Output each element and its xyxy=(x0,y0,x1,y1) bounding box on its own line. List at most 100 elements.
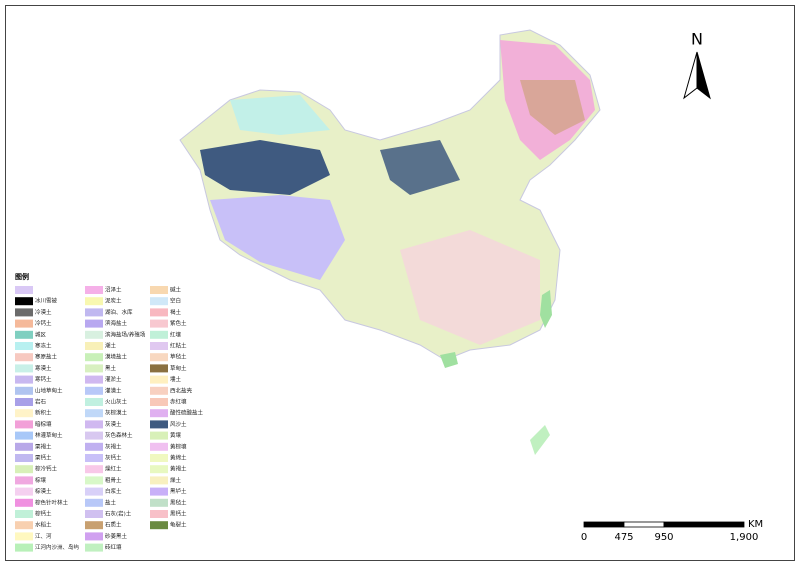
legend-label: 灌漠土 xyxy=(105,386,122,394)
legend-label: 赤红壤 xyxy=(170,398,187,406)
island xyxy=(530,425,550,455)
legend-title: 图例 xyxy=(15,272,29,281)
legend-swatch xyxy=(15,297,33,306)
legend-label: 棕漠土 xyxy=(35,487,52,495)
scale-segment xyxy=(663,521,745,528)
legend-swatch xyxy=(15,476,33,485)
legend-label: 黑钙土 xyxy=(170,510,187,518)
legend-swatch xyxy=(15,364,33,373)
legend-label: 棕色针叶林土 xyxy=(35,498,69,506)
island xyxy=(540,290,552,328)
legend-swatch xyxy=(85,487,103,496)
legend-label: 空白 xyxy=(170,297,181,305)
legend-label: 碱土 xyxy=(170,286,182,294)
legend-label: 新积土 xyxy=(35,409,52,417)
legend-swatch xyxy=(85,465,103,474)
legend-label: 塿土 xyxy=(170,375,182,383)
legend-label: 林灌草甸土 xyxy=(35,431,63,439)
legend-label: 酸性硫酸盐土 xyxy=(170,409,204,417)
legend-label: 草毡土 xyxy=(170,353,187,361)
legend-swatch xyxy=(15,398,33,406)
legend-swatch xyxy=(85,476,103,485)
legend-label: 龟裂土 xyxy=(170,521,187,529)
legend-swatch xyxy=(15,330,33,339)
legend-swatch xyxy=(15,409,33,418)
legend-label: 滨海盐土 xyxy=(105,319,128,327)
legend-swatch xyxy=(85,442,103,451)
legend-swatch xyxy=(150,297,168,306)
legend-swatch xyxy=(85,342,103,350)
legend-swatch xyxy=(85,297,103,306)
legend: 图例冰川雪被冷漠土冷钙土城区寒冻土寒原盐土寒漠土寒钙土山地草甸土岩石新积土暗棕壤… xyxy=(15,272,204,552)
legend-label: 棕钙土 xyxy=(35,510,52,518)
south xyxy=(400,230,540,345)
legend-label: 砖红壤 xyxy=(105,543,122,551)
legend-swatch xyxy=(15,431,33,440)
legend-swatch xyxy=(15,442,33,451)
legend-swatch xyxy=(150,510,168,518)
legend-label: 棕壤 xyxy=(35,476,47,484)
legend-swatch xyxy=(150,431,168,440)
legend-swatch xyxy=(85,375,103,384)
legend-swatch xyxy=(150,476,168,485)
legend-swatch xyxy=(15,487,33,496)
legend-swatch xyxy=(85,532,103,541)
legend-label: 灰褐土 xyxy=(105,442,122,450)
legend-swatch xyxy=(150,521,168,530)
legend-swatch xyxy=(150,398,168,406)
legend-label: 火山灰土 xyxy=(105,398,128,406)
legend-swatch xyxy=(85,319,103,328)
legend-label: 沼泽土 xyxy=(105,286,122,294)
legend-label: 冷漠土 xyxy=(35,308,52,316)
legend-label: 燥红土 xyxy=(105,465,122,473)
scale-label: 0 xyxy=(581,532,587,543)
legend-label: 灰棕漠土 xyxy=(105,409,128,417)
legend-label: 红粘土 xyxy=(170,342,187,350)
legend-swatch xyxy=(150,286,168,294)
legend-label: 石灰(岩)土 xyxy=(105,510,132,518)
legend-swatch xyxy=(85,330,103,339)
legend-label: 江、河 xyxy=(35,532,52,540)
legend-label: 湖泊、水库 xyxy=(105,308,133,316)
north-west xyxy=(230,95,330,135)
legend-label: 寒原盐土 xyxy=(35,353,58,361)
legend-swatch xyxy=(15,498,33,507)
legend-label: 岩石 xyxy=(35,398,47,406)
legend-label: 红壤 xyxy=(170,330,182,338)
legend-label: 江河内沙洲、岛屿 xyxy=(35,543,80,551)
basin xyxy=(200,140,330,195)
legend-swatch xyxy=(85,521,103,530)
legend-swatch xyxy=(85,353,103,362)
northeast-forest xyxy=(520,80,585,135)
legend-label: 寒冻土 xyxy=(35,342,52,350)
legend-label: 山地草甸土 xyxy=(35,386,63,394)
legend-swatch xyxy=(15,353,33,362)
north-arrow: N xyxy=(683,30,711,100)
legend-swatch xyxy=(150,465,168,474)
legend-label: 褐土 xyxy=(170,308,182,316)
legend-swatch xyxy=(85,543,103,552)
legend-swatch xyxy=(15,543,33,552)
island xyxy=(440,352,458,368)
plateau xyxy=(210,195,345,280)
legend-label: 灰钙土 xyxy=(105,454,122,462)
legend-swatch xyxy=(15,521,33,530)
legend-swatch xyxy=(150,454,168,462)
scale-segment xyxy=(623,521,665,528)
legend-label: 暗棕壤 xyxy=(35,420,52,428)
legend-swatch xyxy=(15,342,33,350)
legend-swatch xyxy=(85,420,103,429)
legend-label: 滨海盐场/养殖场 xyxy=(105,330,146,338)
legend-label: 冰川雪被 xyxy=(35,297,58,305)
legend-swatch xyxy=(150,409,168,418)
legend-swatch xyxy=(85,510,103,518)
scale-unit: KM xyxy=(748,519,763,530)
legend-label: 寒漠土 xyxy=(35,364,52,372)
legend-label: 白浆土 xyxy=(105,487,122,495)
legend-swatch xyxy=(150,308,168,317)
legend-label: 灌淤土 xyxy=(105,375,122,383)
legend-swatch xyxy=(150,330,168,339)
legend-label: 漠境盐土 xyxy=(105,353,128,361)
legend-swatch xyxy=(150,487,168,496)
